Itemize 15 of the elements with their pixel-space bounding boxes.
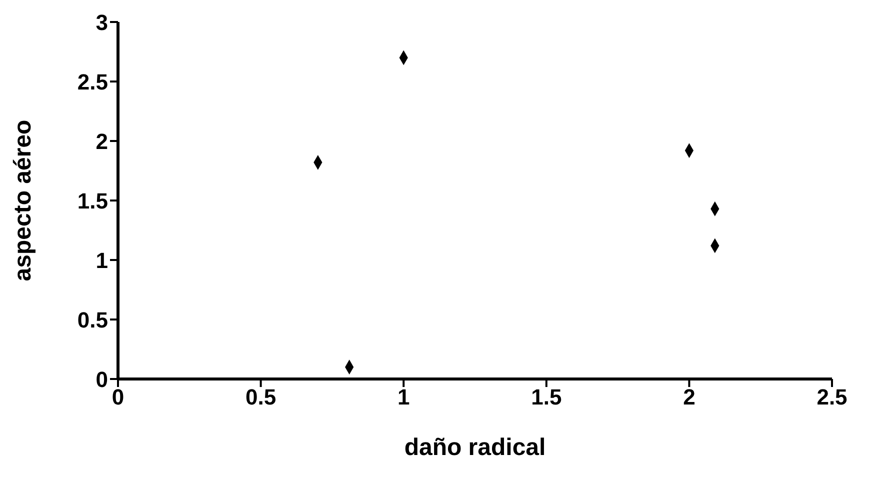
x-tick-label: 1.5	[531, 384, 562, 410]
x-axis-title: daño radical	[404, 434, 546, 461]
x-tick-label: 2.5	[816, 384, 848, 410]
y-tick-label: 0.5	[77, 307, 108, 332]
y-tick-label: 2	[96, 128, 108, 154]
y-tick-label: 1.5	[77, 188, 108, 214]
x-tick-label: 2	[683, 384, 696, 410]
y-tick-label: 1	[96, 248, 108, 273]
x-tick-label: 1	[397, 384, 410, 410]
y-tick-label: 2.5	[77, 69, 108, 94]
y-axis-title: aspecto aéreo	[10, 120, 37, 282]
y-tick-label: 0	[96, 366, 108, 392]
x-tick-label: 0	[112, 384, 124, 410]
y-tick-label: 3	[96, 10, 108, 35]
x-tick-label: 0.5	[246, 384, 276, 410]
